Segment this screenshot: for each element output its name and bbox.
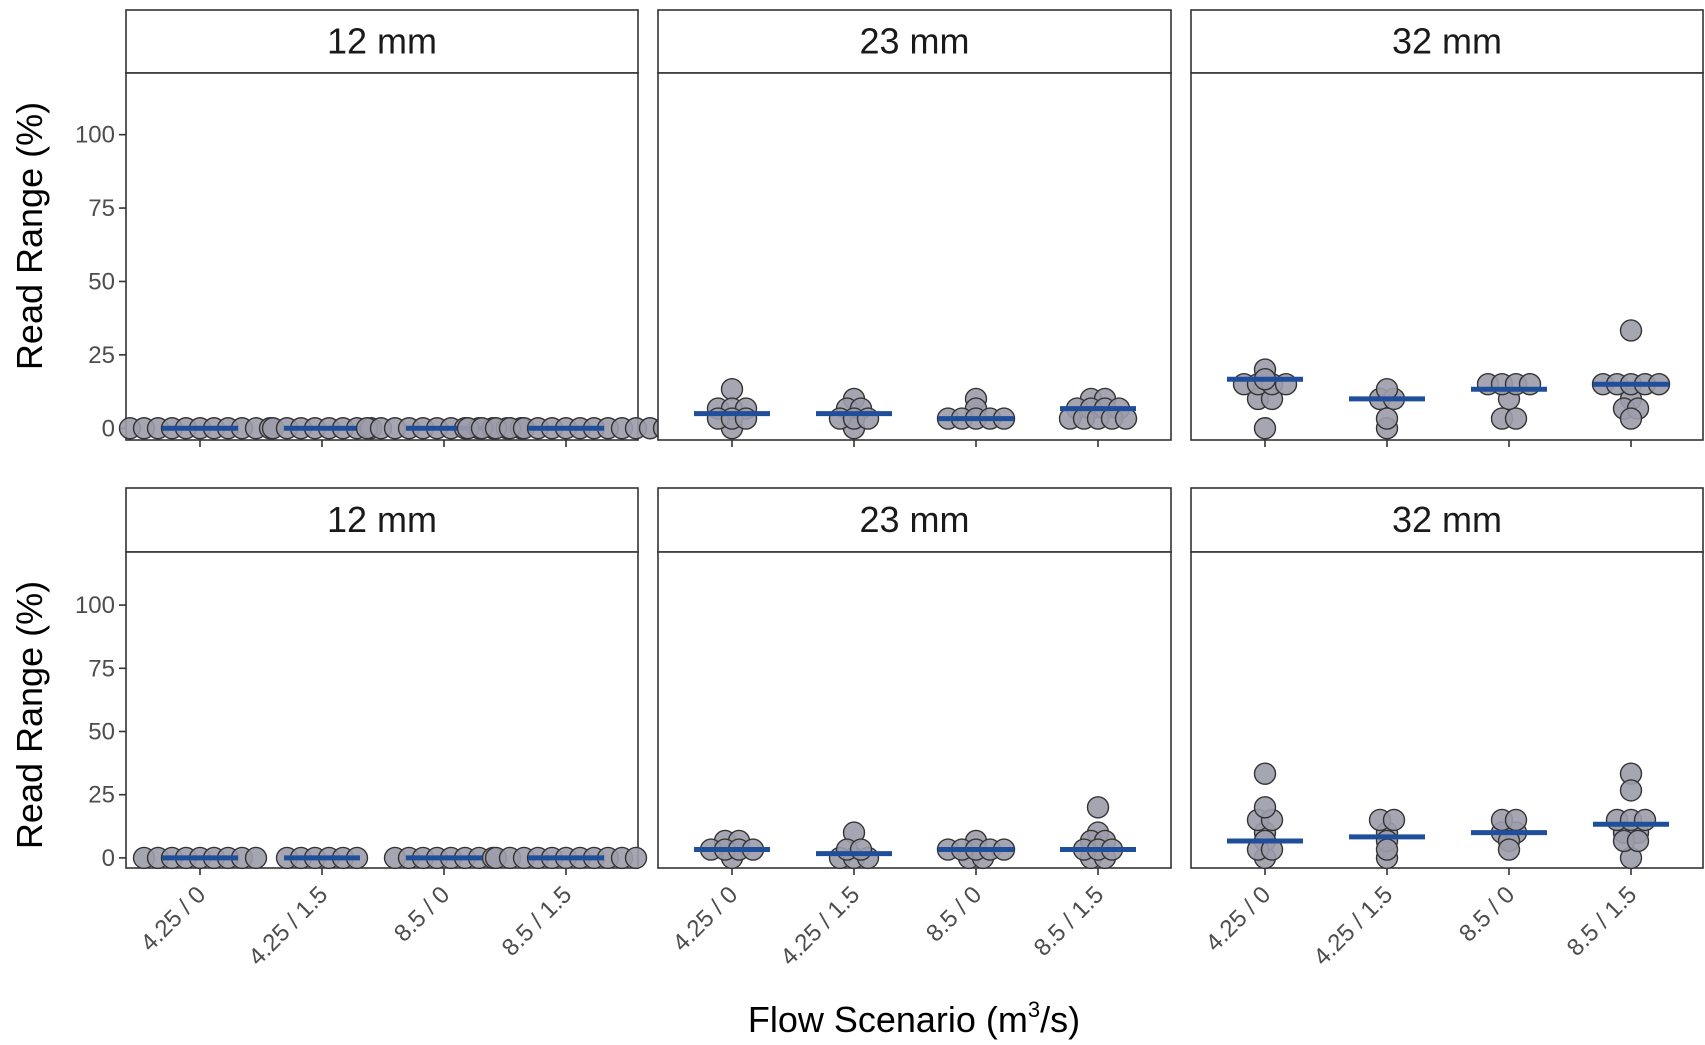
facet-strip xyxy=(1190,487,1704,553)
data-point xyxy=(1375,407,1399,430)
facet-strip-label: 23 mm xyxy=(859,499,969,540)
y-tick-label: 100 xyxy=(75,592,115,619)
data-point xyxy=(1253,417,1277,440)
panels-layer: 12 mm 0 25 50 75 100 23 mm 32 mm 12 mm 0 25 50 75 100… xyxy=(75,9,1704,971)
facet-plot-area xyxy=(657,551,1172,869)
data-point xyxy=(1253,796,1277,819)
y-tick-label: 50 xyxy=(88,718,115,745)
facet-strip xyxy=(657,487,1172,553)
x-axis-title-unit: /s) xyxy=(1040,999,1080,1040)
facet-strip-label: 12 mm xyxy=(327,499,437,540)
facet-strip-label: 23 mm xyxy=(859,21,969,62)
y-tick-label: 25 xyxy=(88,342,115,369)
facet-panel-2: 32 mm xyxy=(1190,9,1704,447)
x-axis-title-text: Flow Scenario (m xyxy=(748,999,1028,1040)
data-point xyxy=(720,378,744,401)
data-point xyxy=(1253,762,1277,785)
data-point xyxy=(1086,796,1110,819)
facet-panel-1: 23 mm xyxy=(657,9,1172,447)
data-point xyxy=(244,846,268,870)
data-point xyxy=(1619,779,1643,802)
y-tick-label: 75 xyxy=(88,195,115,222)
facet-plot-area xyxy=(125,72,639,441)
data-point xyxy=(1375,838,1399,861)
data-point xyxy=(1114,407,1138,430)
y-axis-title-top: Read Range (%) xyxy=(9,102,50,370)
facet-plot-area xyxy=(125,551,639,869)
facet-strip-label: 12 mm xyxy=(327,21,437,62)
data-point xyxy=(849,838,873,861)
facet-strip xyxy=(125,9,639,74)
y-tick-label: 50 xyxy=(88,268,115,295)
y-tick-label: 75 xyxy=(88,655,115,682)
data-point xyxy=(1619,407,1643,430)
facet-plot-area xyxy=(657,72,1172,441)
y-tick-label: 25 xyxy=(88,782,115,809)
data-point xyxy=(624,846,648,870)
facet-strip xyxy=(657,9,1172,74)
x-axis-title-superscript: 3 xyxy=(1028,997,1040,1022)
data-point xyxy=(1504,407,1528,430)
facet-strip-label: 32 mm xyxy=(1392,499,1502,540)
data-point xyxy=(1619,319,1643,342)
facet-strip xyxy=(125,487,639,553)
y-axis-title-bottom: Read Range (%) xyxy=(9,581,50,849)
facet-panel-0: 12 mm 0 25 50 75 100 xyxy=(75,9,676,447)
y-tick-label: 100 xyxy=(75,122,115,149)
data-point xyxy=(1497,838,1521,861)
y-tick-label: 0 xyxy=(102,415,115,442)
data-point xyxy=(1633,808,1657,832)
y-tick-label: 0 xyxy=(102,845,115,872)
x-axis-title: Flow Scenario (m3/s) xyxy=(748,997,1080,1040)
data-point xyxy=(1504,808,1528,832)
data-point xyxy=(1626,829,1650,853)
facet-strip-label: 32 mm xyxy=(1392,21,1502,62)
data-point xyxy=(1382,808,1406,832)
